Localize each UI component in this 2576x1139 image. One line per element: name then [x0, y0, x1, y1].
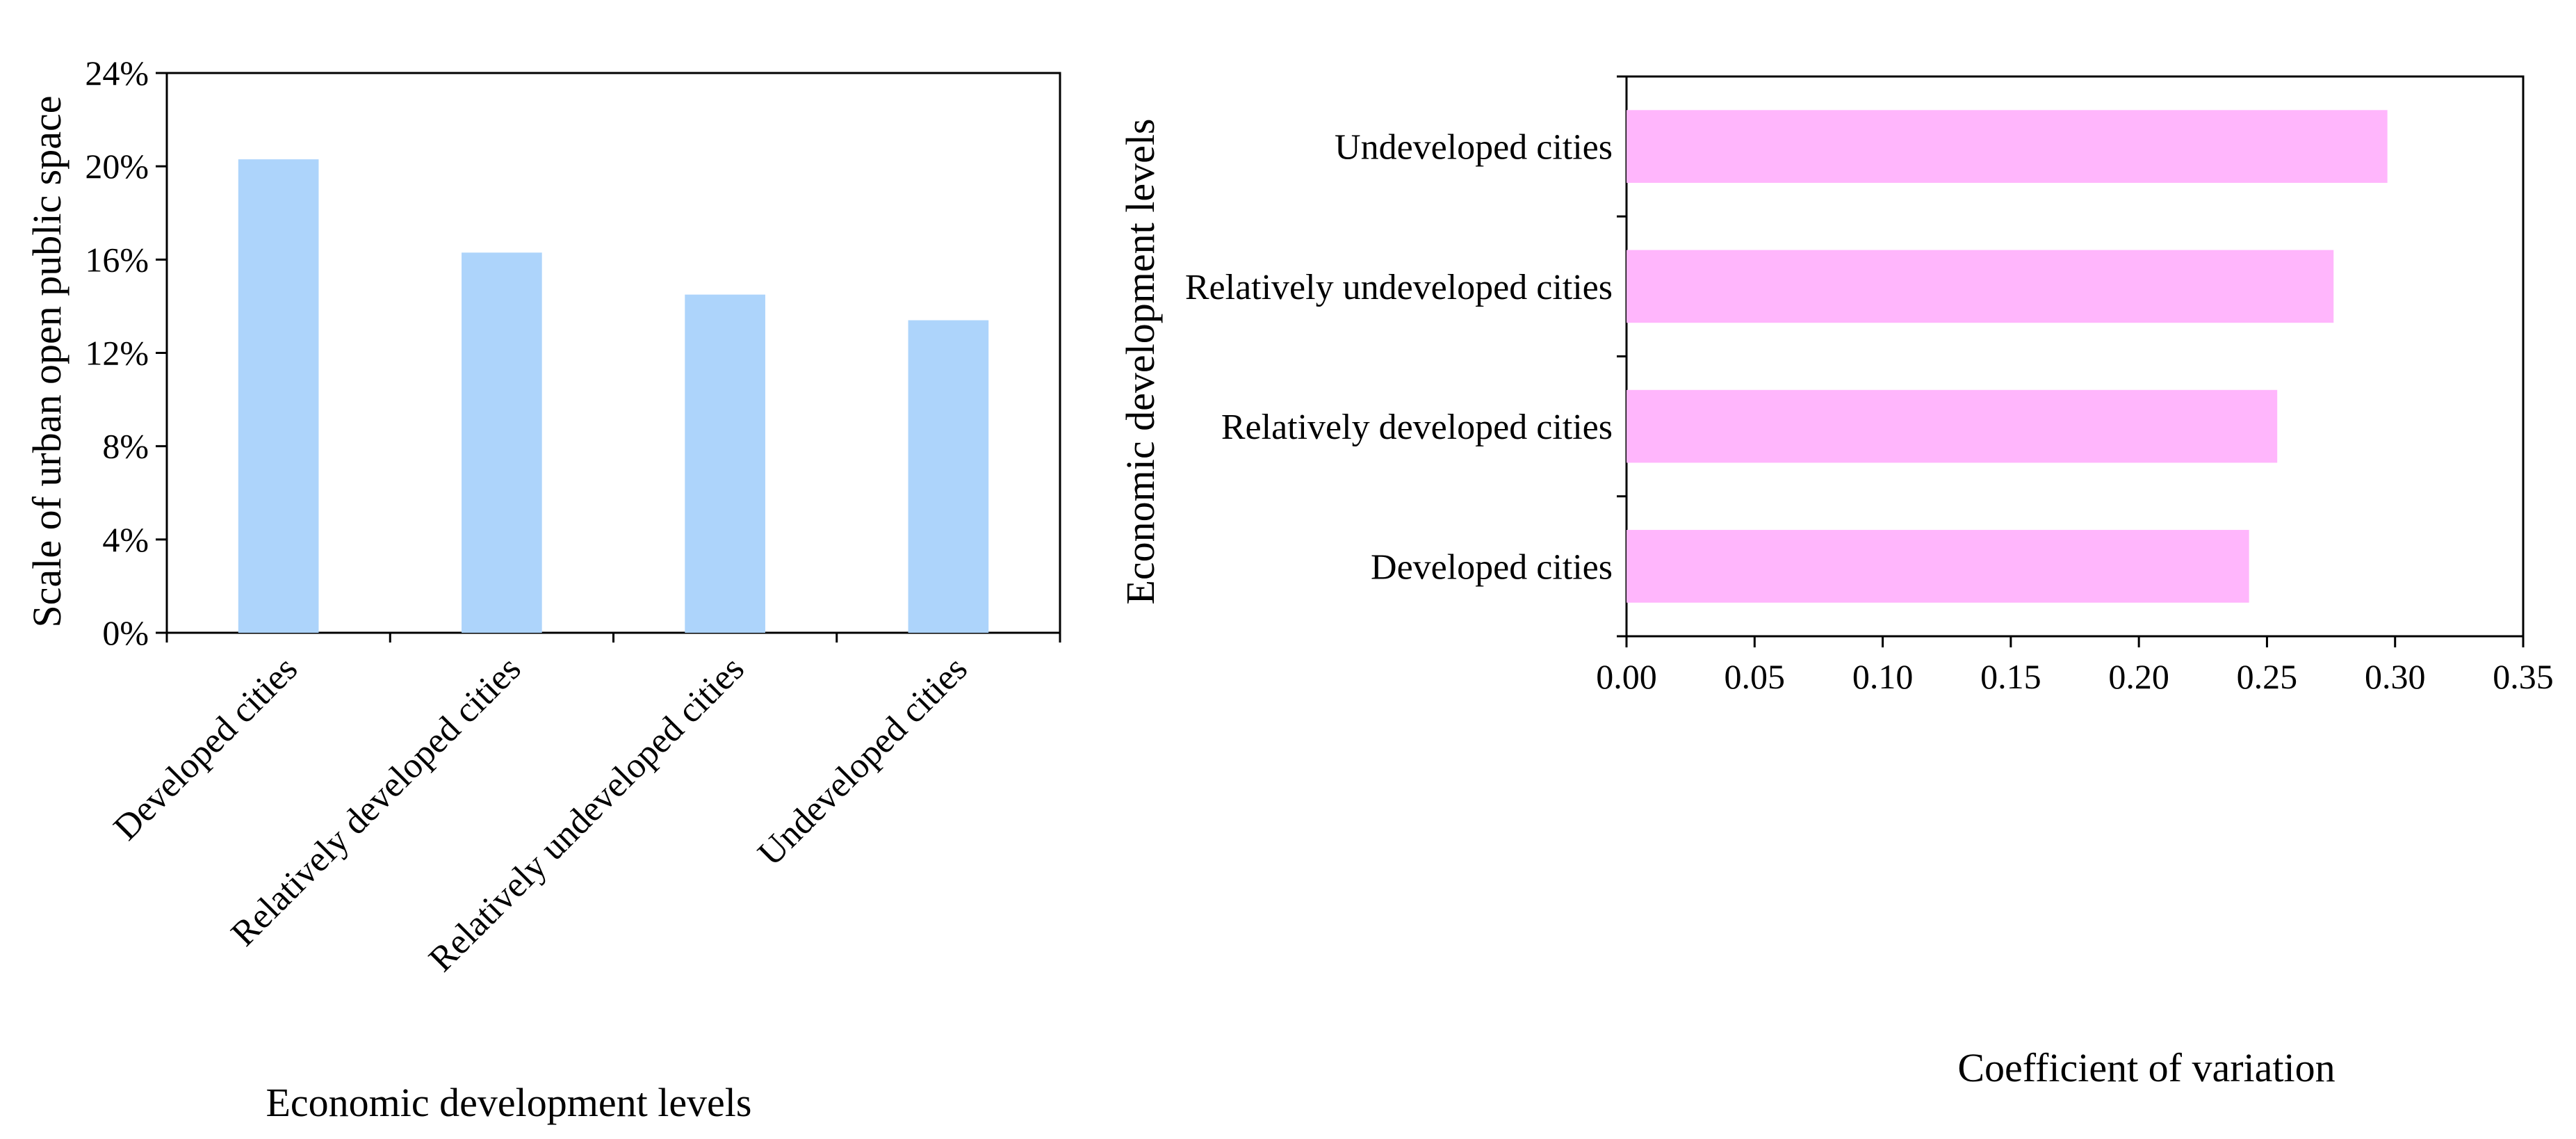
right-bar [1627, 530, 2249, 603]
right-x-tick-label: 0.30 [2365, 657, 2426, 696]
right-bar-chart: Developed cities Relatively developed cit… [1118, 75, 2554, 1090]
right-x-axis: 0.00 0.05 0.10 0.15 0.20 0.25 0.30 0.35 [1596, 636, 2554, 696]
right-y-axis: Developed cities Relatively developed cit… [1185, 75, 1627, 638]
left-y-tick-label: 20% [85, 147, 149, 186]
left-x-tick-label: Undeveloped cities [751, 649, 975, 873]
left-y-tick-label: 24% [85, 54, 149, 92]
left-y-tick-label: 16% [85, 240, 149, 279]
left-y-tick-label: 0% [102, 613, 149, 652]
right-x-tick-label: 0.20 [2108, 657, 2169, 696]
right-x-tick-label: 0.00 [1596, 657, 1657, 696]
right-bar [1627, 389, 2278, 463]
left-y-axis-title: Scale of urban open public space [24, 96, 70, 628]
right-x-tick-label: 0.05 [1725, 657, 1786, 696]
right-x-tick-label: 0.25 [2237, 657, 2298, 696]
right-bar [1627, 110, 2388, 183]
left-y-axis: 0% 4% 8% 12% 16% 20% 24% [85, 54, 167, 652]
right-bar [1627, 250, 2334, 323]
left-y-tick-label: 12% [85, 334, 149, 373]
left-bar-chart: 0% 4% 8% 12% 16% 20% 24% Developed citiesRelat… [24, 54, 1061, 1125]
right-x-tick-label: 0.35 [2493, 657, 2554, 696]
right-y-tick-label: Developed cities [1371, 547, 1613, 587]
right-y-tick-label: Undeveloped cities [1335, 128, 1613, 168]
left-y-tick-label: 4% [102, 520, 149, 559]
right-x-tick-label: 0.15 [1980, 657, 2041, 696]
left-x-tick-label: Developed cities [106, 649, 305, 848]
left-x-axis-title: Economic development levels [266, 1080, 751, 1125]
right-x-tick-label: 0.10 [1852, 657, 1914, 696]
right-bars [1627, 110, 2388, 603]
left-bar [238, 159, 319, 633]
right-y-tick-label: Relatively undeveloped cities [1185, 268, 1613, 307]
left-bars [238, 159, 989, 633]
right-y-tick-label: Relatively developed cities [1221, 407, 1613, 447]
right-x-axis-title: Coefficient of variation [1957, 1045, 2335, 1090]
left-bar [908, 320, 989, 633]
left-y-tick-label: 8% [102, 427, 149, 466]
left-bar [462, 252, 542, 633]
left-bar [685, 294, 765, 633]
right-y-axis-title: Economic development levels [1118, 118, 1163, 604]
